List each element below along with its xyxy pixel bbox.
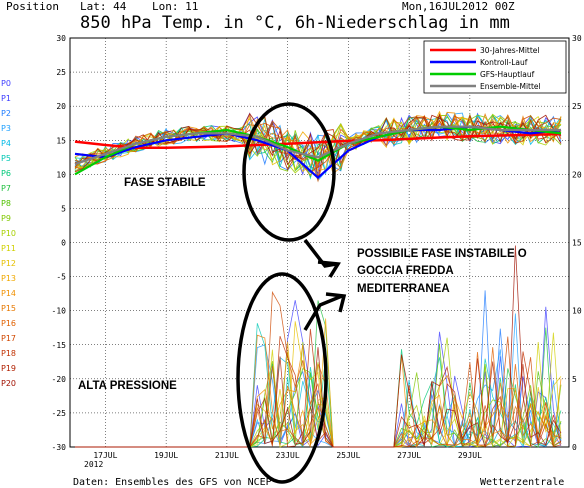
member-label-p5: P5 xyxy=(1,154,11,163)
member-labels: P0 P1 P2 P3 P4 P5 P6 P7 P8 P9 P10 P11 P12 P13 P14 P15 P1… xyxy=(1,79,16,388)
x-tick-label: 27JUL xyxy=(397,451,421,460)
left-tick-label: 0 xyxy=(61,239,66,248)
left-tick-label: 10 xyxy=(56,170,66,179)
member-label-p2: P2 xyxy=(1,109,11,118)
x-axis-year: 2012 xyxy=(84,460,103,469)
legend-label-3: Ensemble-Mittel xyxy=(480,82,541,91)
x-tick-label: 23JUL xyxy=(276,451,300,460)
chart-title: 850 hPa Temp. in °C, 6h-Niederschlag in … xyxy=(80,13,510,33)
right-tick-label: 10 xyxy=(572,307,582,316)
annotation-high-pressure: ALTA PRESSIONE xyxy=(78,380,177,392)
member-label-p8: P8 xyxy=(1,199,11,208)
member-label-p19: P19 xyxy=(1,364,16,373)
left-tick-label: -5 xyxy=(56,273,66,282)
left-tick-label: 5 xyxy=(61,204,66,213)
member-label-p7: P7 xyxy=(1,184,11,193)
member-label-p0: P0 xyxy=(1,79,11,88)
left-tick-label: 15 xyxy=(56,136,66,145)
annotation-stable: FASE STABILE xyxy=(124,177,206,189)
main-series xyxy=(74,125,562,180)
annotation-unstable-1: POSSIBILE FASE INSTABILE O xyxy=(357,248,527,260)
right-tick-label: 15 xyxy=(572,239,582,248)
right-tick-label: 20 xyxy=(572,170,582,179)
annotations: FASE STABILE POSSIBILE FASE INSTABILE O … xyxy=(78,102,527,484)
left-tick-label: 25 xyxy=(56,68,66,77)
member-label-p4: P4 xyxy=(1,139,11,148)
brand-text: Wetterzentrale xyxy=(480,477,564,488)
member-label-p12: P12 xyxy=(1,259,16,268)
series-line-3 xyxy=(74,125,561,166)
arrow-upper-head xyxy=(317,260,341,278)
right-tick-label: 5 xyxy=(572,375,577,384)
x-tick-label: 29JUL xyxy=(458,451,482,460)
left-tick-label: 30 xyxy=(56,34,66,43)
legend-label-2: GFS-Hauptlauf xyxy=(480,70,535,79)
member-temp-18 xyxy=(74,114,562,168)
x-tick-label: 21JUL xyxy=(215,451,239,460)
member-label-p9: P9 xyxy=(1,214,11,223)
left-tick-label: -25 xyxy=(52,409,67,418)
stable-phase-circle xyxy=(242,102,336,242)
right-tick-label: 0 xyxy=(572,443,577,452)
annotation-unstable-2: GOCCIA FREDDA xyxy=(357,265,454,277)
left-tick-label: -20 xyxy=(52,375,67,384)
member-label-p14: P14 xyxy=(1,289,16,298)
position-label: Position xyxy=(6,0,59,13)
x-tick-label: 17JUL xyxy=(93,451,117,460)
source-text: Daten: Ensembles des GFS von NCEP xyxy=(73,477,272,488)
member-precip-20 xyxy=(75,245,562,449)
member-label-p10: P10 xyxy=(1,229,16,238)
longitude-label: Lon: 11 xyxy=(152,0,198,13)
member-label-p3: P3 xyxy=(1,124,11,133)
left-tick-label: -15 xyxy=(52,341,67,350)
left-tick-label: -10 xyxy=(52,307,67,316)
member-label-p15: P15 xyxy=(1,304,16,313)
member-label-p6: P6 xyxy=(1,169,11,178)
member-label-p18: P18 xyxy=(1,349,16,358)
member-label-p17: P17 xyxy=(1,334,16,343)
series-line-0 xyxy=(74,132,562,149)
right-axis: 0 5 10 15 20 25 30 xyxy=(572,34,582,452)
arrow-lower-head xyxy=(325,292,347,313)
right-tick-label: 25 xyxy=(572,102,582,111)
x-tick-label: 25JUL xyxy=(336,451,360,460)
latitude-label: Lat: 44 xyxy=(80,0,127,13)
run-date: Mon,16JUL2012 00Z xyxy=(402,0,515,13)
member-temp-7 xyxy=(74,113,562,178)
member-label-p1: P1 xyxy=(1,94,11,103)
legend-label-0: 30-Jahres-Mittel xyxy=(480,46,540,55)
right-tick-label: 30 xyxy=(572,34,582,43)
annotation-unstable-3: MEDITERRANEA xyxy=(357,283,450,295)
high-pressure-circle xyxy=(236,272,328,484)
member-label-p16: P16 xyxy=(1,319,16,328)
member-label-p11: P11 xyxy=(1,244,16,253)
arrow-lower-shaft xyxy=(303,294,343,331)
member-label-p13: P13 xyxy=(1,274,16,283)
legend-label-1: Kontroll-Lauf xyxy=(480,58,528,67)
x-axis: 17JUL 19JUL 21JUL 23JUL 25JUL 27JUL 29JUL xyxy=(93,451,482,460)
member-label-p20: P20 xyxy=(1,379,16,388)
precipitation-members xyxy=(75,245,562,449)
left-axis: 30 25 20 15 10 5 0 -5 -10 -15 -20 -25 -30 xyxy=(52,34,67,452)
x-tick-label: 19JUL xyxy=(154,451,178,460)
left-tick-label: -30 xyxy=(52,443,67,452)
legend: 30-Jahres-Mittel Kontroll-Lauf GFS-Hauptla… xyxy=(423,40,567,94)
left-tick-label: 20 xyxy=(56,102,66,111)
